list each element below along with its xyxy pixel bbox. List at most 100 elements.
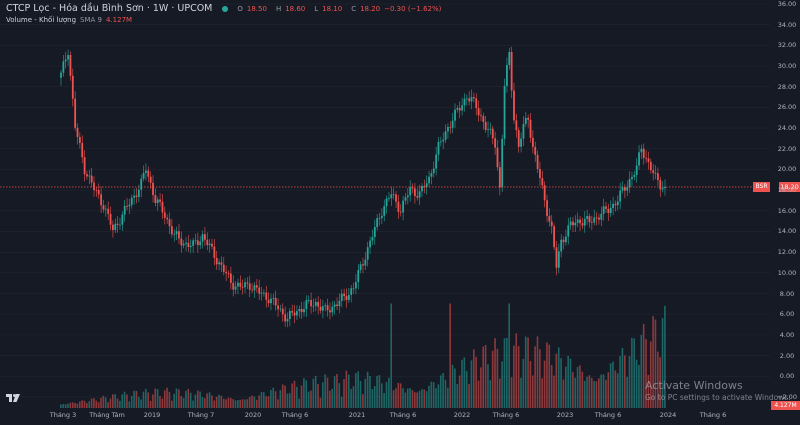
candle-body — [130, 197, 133, 205]
volume-bar — [631, 337, 633, 408]
volume-bar — [633, 338, 636, 408]
candle-body — [314, 301, 317, 306]
volume-bar — [343, 379, 345, 408]
y-tick-label: 34.00 — [777, 20, 797, 29]
candle-body — [76, 127, 79, 137]
candle-body — [109, 213, 112, 225]
candle-body — [104, 208, 107, 210]
volume-bar — [170, 400, 173, 408]
volume-bar — [623, 355, 626, 408]
volume-bar — [220, 395, 223, 408]
volume-bar — [107, 402, 109, 408]
volume-bar — [340, 396, 343, 408]
volume-bar — [93, 398, 95, 408]
volume-bar — [215, 396, 218, 408]
volume-bar — [454, 368, 456, 408]
candle-body — [397, 201, 400, 212]
candle-body — [449, 126, 452, 128]
volume-bar — [272, 387, 275, 408]
volume-bar — [402, 388, 404, 408]
symbol-title[interactable]: CTCP Lọc - Hóa dầu Bình Sơn · 1W · UPCOM — [6, 3, 213, 14]
candle-body — [418, 191, 421, 198]
candle-body — [501, 138, 504, 188]
candle-body — [170, 226, 173, 235]
candle-body — [496, 147, 499, 168]
volume-bar — [362, 394, 364, 408]
volume-bar — [414, 392, 416, 408]
candle-body — [215, 257, 218, 265]
volume-bar — [298, 398, 300, 408]
volume-bar — [435, 388, 437, 408]
candle-body — [270, 298, 272, 304]
volume-bar — [635, 359, 638, 408]
symbol-price-tag: BSR — [753, 182, 770, 192]
y-tick-label: 0.00 — [779, 372, 795, 381]
candle-body — [380, 215, 383, 219]
candle-body — [444, 131, 447, 140]
low-value: 18.10 — [322, 4, 343, 13]
candle-body — [350, 288, 353, 295]
volume-value: 4.127M — [106, 16, 133, 24]
volume-bar — [395, 388, 397, 408]
candle-body — [74, 98, 77, 128]
volume-bar — [211, 395, 213, 408]
candle-body — [366, 247, 369, 260]
volume-bar — [128, 401, 131, 408]
volume-bar — [581, 371, 584, 408]
volume-bar — [142, 391, 145, 408]
volume-tag: 4.127M — [771, 401, 800, 410]
candle-body — [534, 146, 537, 155]
candle-body — [305, 300, 308, 310]
volume-bar — [498, 378, 501, 408]
candle-body — [83, 157, 86, 175]
candle-body — [211, 243, 213, 247]
volume-bar — [572, 372, 574, 408]
volume-bar — [324, 374, 326, 408]
volume-bar — [187, 388, 190, 408]
volume-bar — [154, 388, 157, 408]
candle-body — [510, 51, 513, 91]
volume-bar — [447, 387, 449, 408]
candle-body — [458, 108, 461, 111]
volume-bar — [520, 377, 522, 408]
volume-bar — [185, 390, 187, 408]
candle-body — [152, 182, 154, 196]
candle-body — [326, 305, 329, 311]
candle-body — [392, 194, 395, 196]
volume-legend[interactable]: Volume - Khối lượng SMA 9 4.127M — [6, 16, 132, 24]
volume-bar — [383, 393, 385, 408]
candle-body — [112, 224, 114, 231]
volume-bar — [659, 357, 661, 408]
candle-body — [208, 243, 211, 246]
x-tick-label: 2020 — [244, 411, 262, 419]
volume-bar — [378, 375, 381, 408]
candle-body — [288, 310, 291, 320]
candle-body — [149, 176, 152, 183]
volume-bar — [432, 382, 435, 408]
candle-body — [543, 185, 546, 201]
candle-body — [647, 158, 650, 162]
volume-bar — [619, 356, 621, 408]
volume-bar — [513, 345, 515, 408]
candle-body — [586, 216, 589, 219]
y-tick-label: 28.00 — [777, 82, 797, 91]
volume-bar — [536, 336, 539, 408]
volume-bar — [232, 399, 234, 408]
volume-bar — [229, 397, 232, 408]
candle-body — [652, 170, 655, 173]
candle-body — [78, 136, 81, 143]
y-tick-label: 36.00 — [777, 0, 797, 8]
volume-bar — [628, 356, 631, 408]
x-tick-label: 2023 — [556, 411, 574, 419]
volume-bar — [60, 404, 62, 408]
candle-body — [333, 304, 336, 307]
candle-body — [119, 224, 121, 226]
candle-body — [645, 157, 648, 159]
volume-bar — [180, 396, 183, 408]
volume-bar — [135, 390, 138, 408]
tradingview-logo-icon[interactable] — [6, 393, 22, 403]
x-tick-label: 2019 — [143, 411, 161, 419]
candle-body — [664, 187, 666, 189]
candle-body — [260, 292, 263, 294]
